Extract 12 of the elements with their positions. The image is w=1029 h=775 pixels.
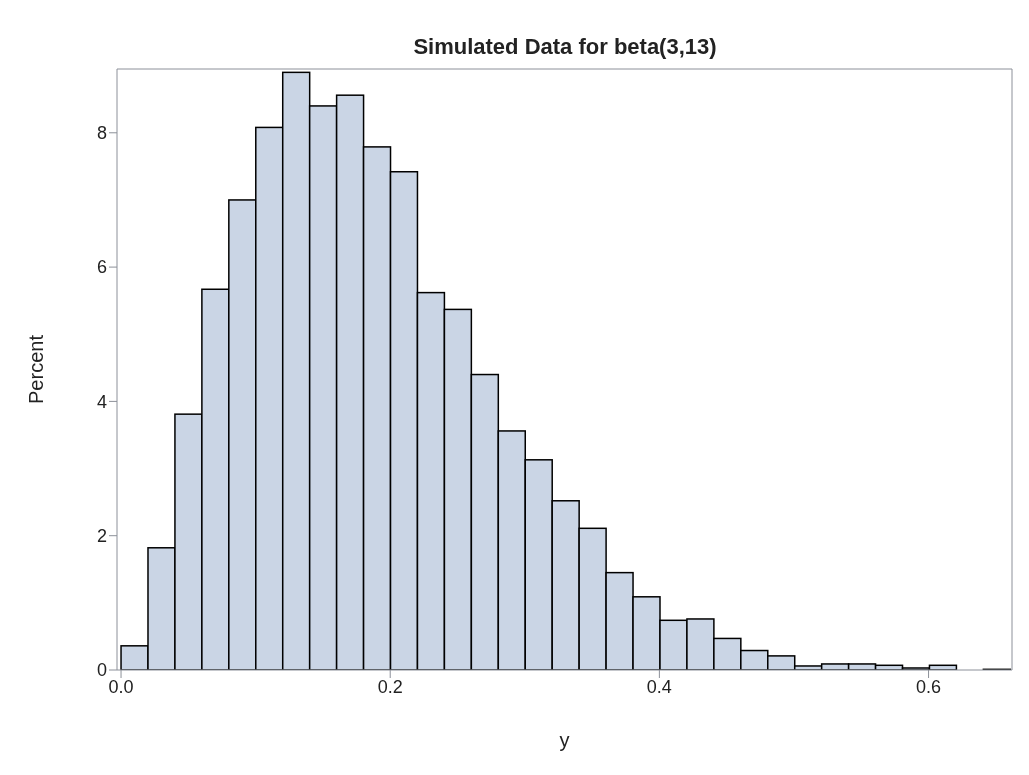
chart-title: Simulated Data for beta(3,13) (413, 34, 717, 60)
x-tick-label: 0.0 (108, 676, 134, 697)
y-tick-label: 2 (96, 526, 107, 547)
y-axis-title: Percent (25, 334, 48, 404)
y-tick-label: 6 (96, 257, 107, 278)
x-tick-label: 0.4 (646, 676, 672, 697)
x-axis-title: y (559, 729, 570, 751)
x-tick-label: 0.6 (916, 676, 942, 697)
x-tick-label: 0.2 (377, 676, 403, 697)
y-tick-label: 4 (96, 391, 107, 412)
y-tick-label: 8 (96, 123, 107, 144)
y-tick-label: 0 (96, 660, 107, 681)
